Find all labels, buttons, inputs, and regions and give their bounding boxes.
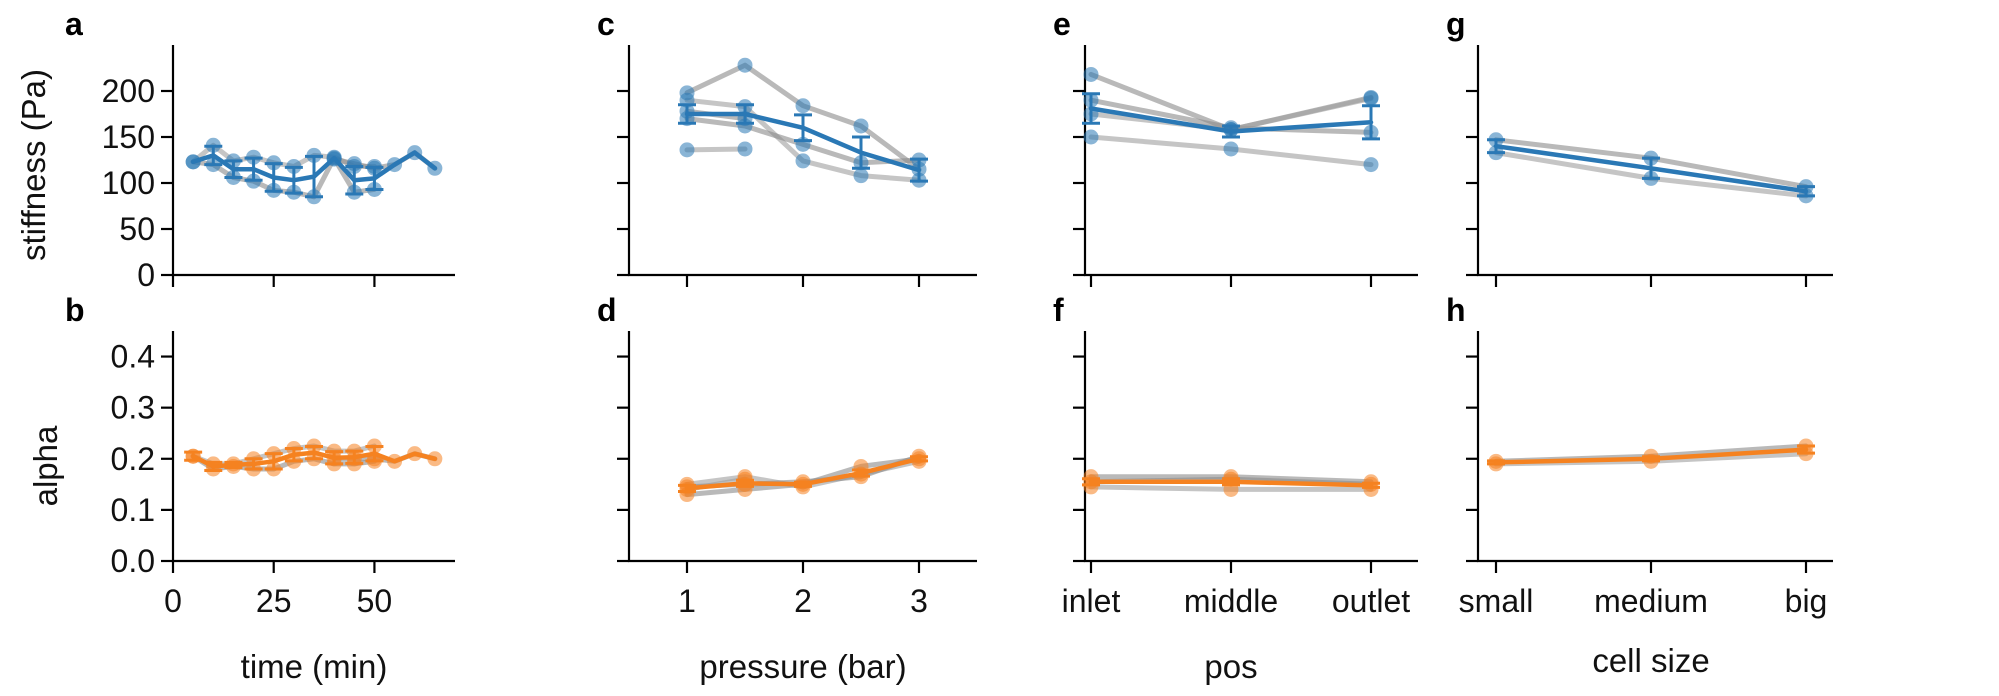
x-tick-label: middle [1184, 583, 1278, 619]
x-tick-label: 25 [256, 583, 292, 619]
y-axis-title-stiffness: stiffness (Pa) [15, 69, 52, 261]
y-tick-label: 0 [137, 257, 155, 293]
data-point [853, 118, 869, 134]
panel-a: 0 50 100 150 200 a [65, 6, 455, 293]
panel-h: small medium big h [1446, 292, 1833, 619]
individual-line [190, 155, 377, 200]
panel-c: c [597, 6, 977, 287]
data-point [853, 168, 869, 184]
mean-line [1493, 447, 1809, 465]
axis-spines [1083, 331, 1418, 563]
y-tick-label: 0.2 [111, 441, 155, 477]
y-tick-label: 50 [119, 211, 155, 247]
x-axis-title: pressure (bar) [699, 648, 906, 685]
data-point [1363, 157, 1379, 173]
panel-letter: c [597, 6, 615, 42]
panel-letter: a [65, 6, 83, 42]
panel-letter: e [1053, 6, 1071, 42]
panel-letter: f [1053, 292, 1064, 328]
data-point [737, 141, 753, 157]
y-tick-label: 0.3 [111, 390, 155, 426]
x-tick-label: 3 [910, 583, 928, 619]
x-tick-label: outlet [1332, 583, 1410, 619]
y-axis-title-alpha: alpha [27, 425, 64, 506]
x-tick-label: medium [1594, 583, 1708, 619]
data-point [1223, 141, 1239, 157]
mean-line [190, 450, 438, 469]
mean-line [1493, 143, 1809, 194]
mean-line [1088, 479, 1374, 488]
data-point [679, 142, 695, 158]
panel-d: 1 2 3 d [597, 292, 977, 619]
panel-e: e [1053, 6, 1418, 287]
x-axis-title: cell size [1592, 642, 1709, 679]
x-tick-label: 1 [678, 583, 696, 619]
panel-f: inlet middle outlet f [1053, 292, 1418, 619]
panel-letter: d [597, 292, 617, 328]
mean-line [684, 111, 922, 173]
x-axis-title: time (min) [241, 648, 388, 685]
data-point [1363, 90, 1379, 106]
y-tick-label: 0.1 [111, 492, 155, 528]
x-tick-label: 50 [357, 583, 393, 619]
y-tick-label: 0.0 [111, 543, 155, 579]
panel-letter: g [1446, 6, 1466, 42]
x-tick-label: small [1459, 583, 1534, 619]
y-tick-label: 150 [102, 119, 155, 155]
panel-letter: b [65, 292, 85, 328]
x-tick-label: 0 [164, 583, 182, 619]
x-axis-title: pos [1204, 648, 1257, 685]
axis-spines [627, 331, 977, 563]
x-tick-label: big [1785, 583, 1828, 619]
data-point [1083, 129, 1099, 145]
x-tick-label: 2 [794, 583, 812, 619]
y-tick-label: 0.4 [111, 339, 155, 375]
mean-line [684, 456, 922, 491]
panel-letter: h [1446, 292, 1466, 328]
y-tick-label: 100 [102, 165, 155, 201]
individual-line [684, 146, 748, 153]
x-tick-label: inlet [1062, 583, 1121, 619]
panel-b: 0.0 0.1 0.2 0.3 0.4 0 25 50 b [65, 292, 455, 619]
y-tick-label: 200 [102, 73, 155, 109]
data-point [795, 98, 811, 114]
panel-g: g [1446, 6, 1833, 287]
data-point [1083, 66, 1099, 82]
data-point [737, 57, 753, 73]
data-point [795, 153, 811, 169]
mean-line [1088, 106, 1374, 134]
mean-line [190, 150, 438, 183]
